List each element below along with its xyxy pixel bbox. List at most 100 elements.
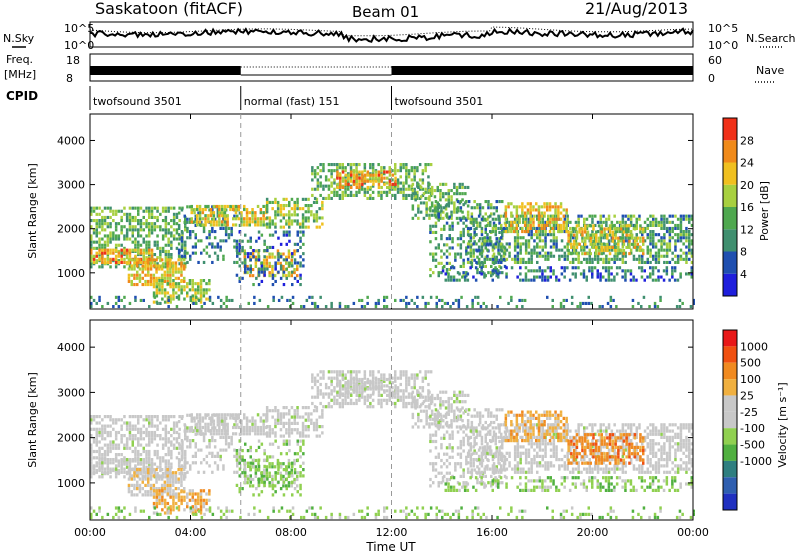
velocity-cell-1081 [236,449,239,452]
power-cell-733 [189,255,192,258]
velocity-cell-1058 [288,481,291,484]
power-cell-1457 [364,188,367,191]
power-cell-3343 [148,305,151,308]
power-cell-728 [186,227,189,230]
power-cell-1938 [462,234,465,237]
power-cell-1324 [318,216,321,219]
velocity-cell-1296 [305,435,308,438]
power-cell-545 [158,264,161,267]
velocity-cell-823 [230,442,233,445]
velocity-cell-1075 [296,475,299,478]
power-cell-1737 [428,198,431,201]
velocity-cell-1109 [250,468,253,471]
power-cell-3339 [134,299,137,302]
power-cell-3288 [652,279,655,282]
power-cell-612 [156,285,159,288]
velocity-cell-859 [199,429,202,432]
power-cell-2192 [500,227,503,230]
velocity-cell-1235 [274,419,277,422]
power-cell-2339 [544,242,547,245]
velocity-cell-749 [195,442,198,445]
power-cell-1278 [294,201,297,204]
power-cell-2257 [522,258,525,261]
power-cell-3193 [536,269,539,272]
velocity-cell-884 [213,432,216,435]
power-cell-1184 [291,271,294,274]
power-cell-1939 [462,231,465,234]
power-cell-3413 [377,302,380,305]
velocity-cell-640 [172,502,175,505]
power-cell-1248 [280,204,283,207]
velocity-cell-699 [205,499,208,502]
velocity-cell-1302 [307,435,310,438]
velocity-cell-600 [183,474,186,477]
power-cell-3141 [450,276,453,279]
power-cell-2332 [542,221,545,224]
velocity-cell-195 [137,431,140,434]
power-cell-1282 [296,207,299,210]
power-cell-120 [118,234,121,237]
power-cell-2461 [586,261,589,264]
velocity-cell-944 [246,426,249,429]
power-cell-951 [249,211,252,214]
power-cell-1591 [419,178,422,181]
power-cell-1687 [380,177,383,180]
power-cell-1992 [479,209,482,212]
power-cell-1846 [435,259,438,262]
velocity-cell-558 [166,487,169,490]
velocity-cell-45 [98,428,101,431]
velocity-cell-572 [169,471,172,474]
power-cell-3003 [584,252,587,255]
power-cell-286 [159,253,162,256]
power-cell-2630 [636,249,639,252]
velocity-cell-294 [162,459,165,462]
power-cell-895 [218,217,221,220]
power-cell-1632 [345,174,348,177]
power-cell-2694 [655,252,658,255]
power-cell-1177 [286,231,289,234]
noise-right-tick-bottom: 10^0 [708,39,738,52]
power-cell-1735 [428,214,431,217]
power-cell-1709 [412,192,415,195]
power-cell-1686 [380,180,383,183]
power-cell-3153 [467,272,470,275]
power-cell-681 [197,291,200,294]
power-cell-874 [204,205,207,208]
power-cell-1935 [462,262,465,265]
velocity-cell-1363 [325,383,328,386]
power-cell-3263 [616,266,619,269]
velocity-cell-206 [140,434,143,437]
velocity-cell-1148 [272,487,275,490]
velocity-cell-1070 [293,478,296,481]
power-cell-850 [193,211,196,214]
power-cell-2836 [505,218,508,221]
power-cell-1476 [369,163,372,166]
velocity-cell-1242 [277,409,280,412]
power-cell-3326 [98,296,101,299]
power-cell-2716 [660,227,663,230]
power-cell-2343 [544,230,547,233]
power-cell-1806 [456,192,459,195]
power-cell-2977 [570,243,573,246]
power-cell-109 [115,234,118,237]
velocity-cell-920 [232,432,235,435]
power-cell-2976 [570,246,573,249]
power-cell-340 [170,225,173,228]
power-cell-1625 [339,174,342,177]
power-cell-717 [181,236,184,239]
power-cell-682 [197,288,200,291]
velocity-cell-1183 [291,493,294,496]
power-cell-596 [180,258,183,261]
velocity-cell-229 [145,428,148,431]
power-cell-1026 [268,274,271,277]
velocity-cell-1368 [328,386,331,389]
power-cell-700 [205,282,208,285]
velocity-cell-589 [177,468,180,471]
cpid-segment-1: normal (fast) 151 [244,95,340,108]
power-cell-753 [197,261,200,264]
power-cell-2779 [677,218,680,221]
power-cell-3068 [612,237,615,240]
velocity-cell-1135 [263,484,266,487]
power-cell-380 [184,244,187,247]
velocity-cell-313 [165,431,168,434]
